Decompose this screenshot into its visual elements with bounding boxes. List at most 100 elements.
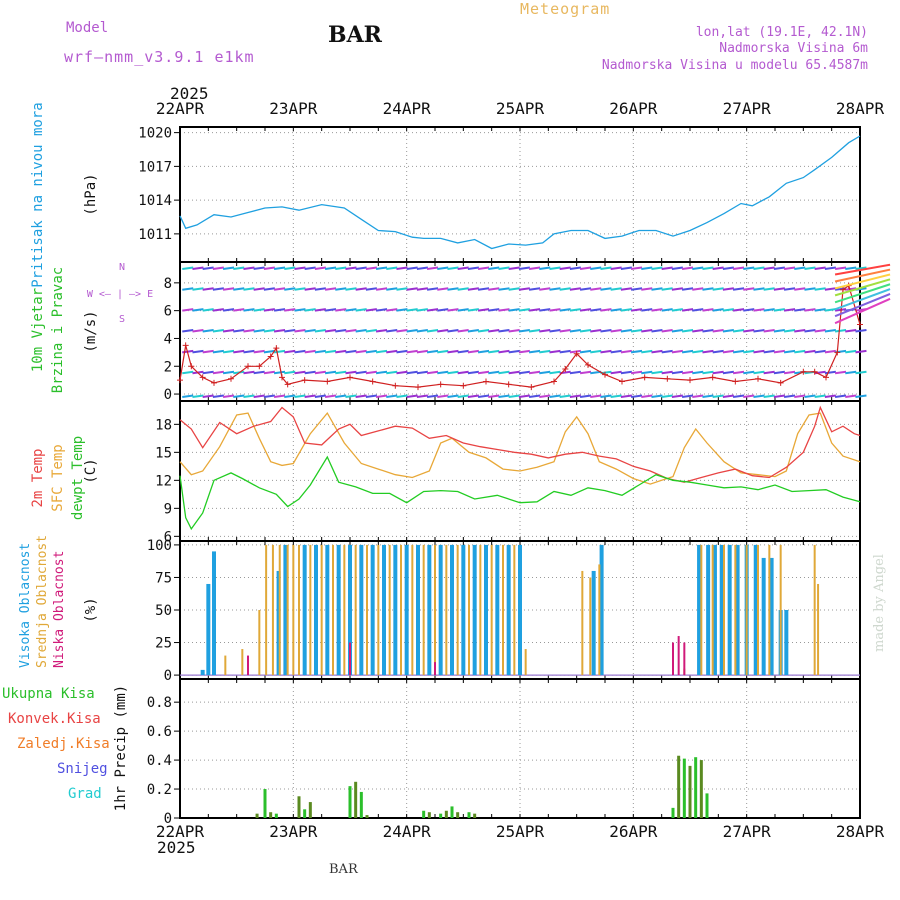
wind-arrow (273, 329, 286, 333)
wind-arrow (182, 329, 194, 333)
coords-label: lon,lat (19.1E, 42.1N) (695, 25, 868, 40)
wind-arrow (732, 349, 745, 354)
wind-arrow (396, 287, 408, 291)
wind-arrow (284, 287, 296, 291)
wind-arrow (783, 370, 796, 375)
wind-arrow (845, 287, 857, 291)
wind-arrow (528, 370, 541, 375)
wind-arrow (702, 308, 714, 312)
wind-arrow (630, 308, 643, 312)
wind-arrow (681, 308, 694, 312)
wind-arrow (743, 329, 755, 333)
precip-bar (671, 807, 675, 818)
wind-arrow-strong (834, 268, 891, 283)
wind-arrow (559, 329, 571, 333)
cloud-bar (456, 544, 459, 676)
year-bottom: 2025 (157, 838, 196, 857)
wind-arrow (212, 329, 225, 333)
wind-arrow (477, 287, 490, 291)
cloud-bar (320, 544, 323, 676)
wind-arrow (549, 370, 561, 375)
wind-arrow (753, 287, 765, 291)
wind-arrow (467, 287, 480, 291)
wind-arrow (406, 308, 418, 312)
cloud-bar (247, 655, 249, 676)
y-tick-label: 0.8 (147, 695, 172, 711)
cloud-bar (416, 544, 420, 676)
wind-arrow (243, 370, 255, 375)
precip-bar (365, 815, 369, 818)
wind-arrow (396, 349, 408, 354)
wind-arrow (335, 287, 347, 291)
wind-arrow (386, 370, 398, 375)
wind-arrow (590, 349, 602, 354)
wind-arrow (722, 370, 735, 375)
wind-arrow (192, 394, 204, 399)
y-tick-label: 100 (147, 538, 172, 554)
wind-arrow (661, 308, 673, 312)
wind-arrow (294, 266, 306, 270)
wind-arrow (294, 370, 306, 375)
label-precip-conv: Konvek.Kisa (8, 711, 101, 727)
wind-arrow (477, 394, 490, 399)
cloud-bar (769, 557, 774, 676)
wind-arrow-strong (834, 283, 891, 304)
wind-arrow (712, 370, 724, 375)
wind-speed-point (585, 361, 591, 368)
wind-speed-point (188, 363, 195, 370)
y-axis-label: (%) (83, 597, 99, 622)
wind-arrow (406, 394, 418, 399)
wind-arrow (324, 287, 337, 291)
cloud-bar (706, 544, 711, 676)
wind-arrow (651, 329, 663, 333)
wind-arrow (335, 394, 347, 399)
wind-arrow (212, 349, 225, 354)
wind-arrow (630, 349, 643, 354)
wind-arrow (243, 308, 255, 312)
wind-speed-point (840, 286, 846, 293)
x-tick-label-top: 27APR (723, 99, 772, 118)
cloud-bar (779, 544, 782, 676)
wind-arrow (488, 349, 500, 354)
wind-arrow (671, 329, 684, 333)
cloud-bar (359, 544, 364, 676)
wind-speed-point (245, 363, 251, 370)
wind-arrow (773, 329, 786, 333)
wind-arrow (304, 394, 316, 399)
wind-arrow (192, 287, 204, 291)
cloud-bar (817, 583, 820, 676)
precip-bar (263, 789, 267, 818)
wind-arrow (834, 394, 847, 399)
cloud-bar (309, 544, 312, 676)
cloud-bar (484, 544, 488, 676)
wind-arrow (426, 370, 439, 375)
wind-arrow (233, 308, 245, 312)
wind-arrow (304, 349, 316, 354)
wind-arrow (202, 349, 214, 354)
cloud-bar (472, 544, 477, 676)
y-tick-label: 4 (164, 331, 172, 347)
wind-arrow (192, 266, 204, 270)
wind-arrow (212, 287, 225, 291)
wind-arrow (732, 394, 745, 399)
wind-arrow (630, 394, 643, 399)
wind-arrow (590, 287, 602, 291)
precip-bar (694, 757, 698, 818)
precip-bar (677, 755, 681, 818)
wind-arrow (641, 308, 653, 312)
wind-speed-point (279, 374, 285, 381)
wind-arrow (488, 287, 500, 291)
wind-arrow (518, 287, 531, 291)
wind-arrow (773, 287, 786, 291)
cloud-bar (581, 570, 584, 676)
wind-arrow (182, 394, 194, 399)
wind-arrow (681, 394, 694, 399)
cloud-bar (302, 544, 307, 676)
y-tick-label: 1017 (138, 159, 172, 175)
wind-speed-point (834, 349, 841, 356)
cloud-bar (734, 544, 737, 676)
cloud-bar (753, 544, 758, 676)
cloud-bar (683, 642, 686, 676)
cloud-bar (495, 544, 500, 676)
